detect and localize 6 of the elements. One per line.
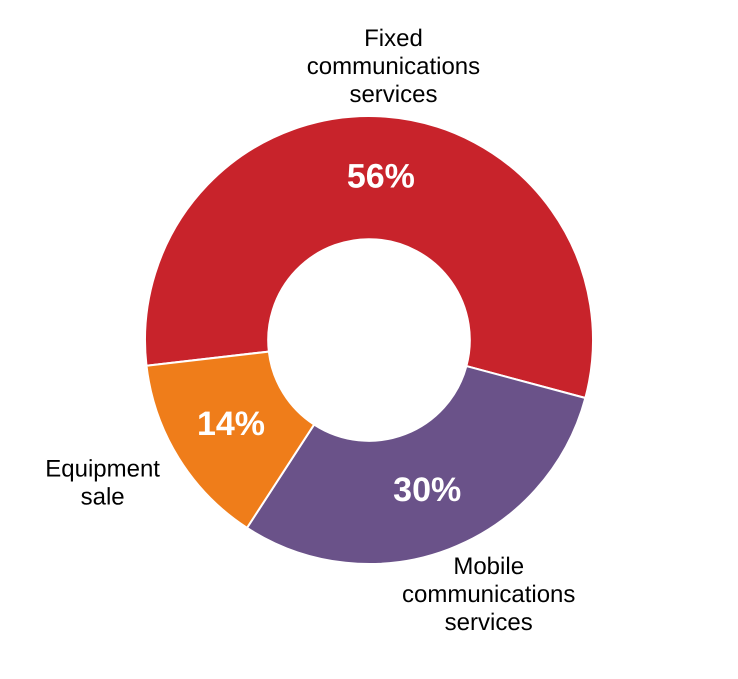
slice-label: Fixed communications services (306, 25, 480, 108)
slice-label: Mobile communications services (402, 552, 576, 636)
data-label: 30% (393, 470, 462, 509)
data-label: 56% (346, 157, 415, 196)
slice-label: Equipment sale (45, 456, 160, 511)
data-label: 14% (196, 404, 266, 443)
